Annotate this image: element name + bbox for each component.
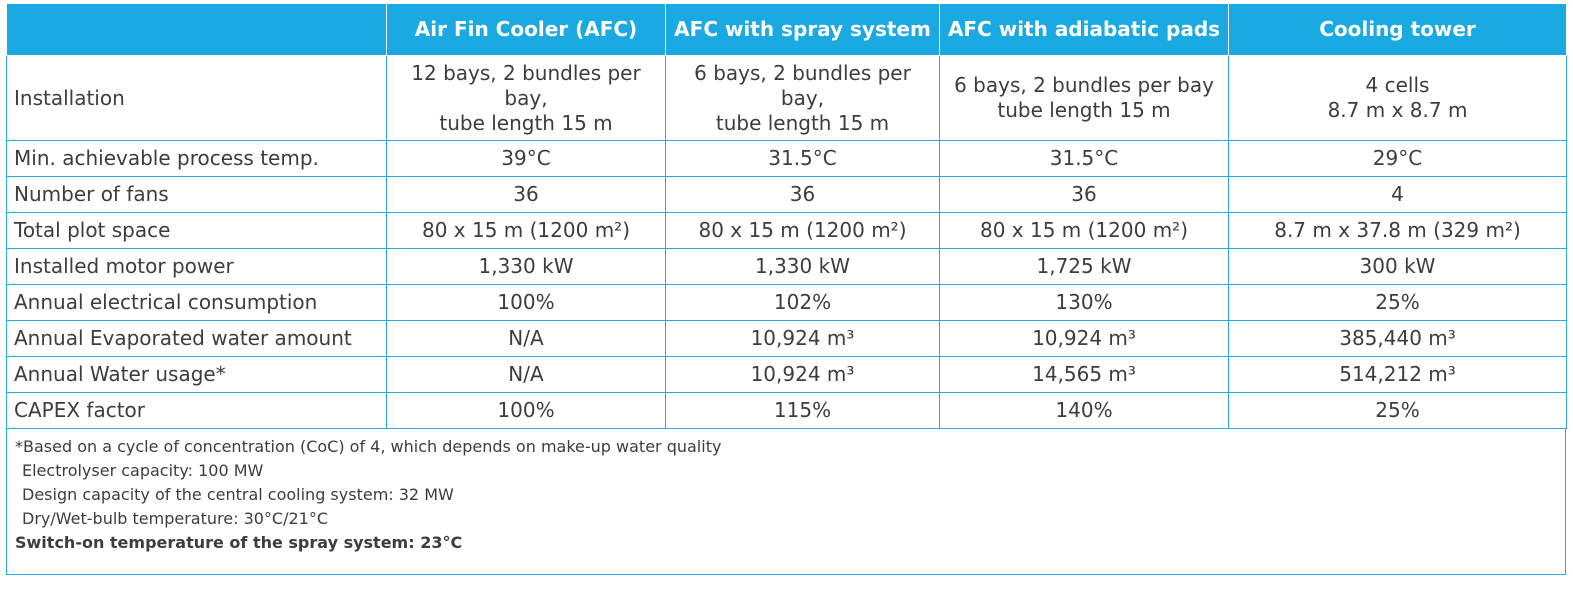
- table-row: Installed motor power 1,330 kW 1,330 kW 1,7…: [6, 248, 1567, 285]
- row-label: Number of fans: [6, 176, 387, 213]
- cell: 80 x 15 m (1200 m²): [665, 212, 940, 249]
- cell: 25%: [1228, 284, 1567, 321]
- table-body: Installation 12 bays, 2 bundles per bay, …: [6, 55, 1567, 429]
- row-label: Annual electrical consumption: [6, 284, 387, 321]
- table-row: Total plot space 80 x 15 m (1200 m²) 80 x …: [6, 212, 1567, 249]
- cell: 10,924 m³: [939, 320, 1229, 357]
- comparison-table: Air Fin Cooler (AFC) AFC with spray syste…: [6, 4, 1567, 429]
- footnote-line: Switch-on temperature of the spray syste…: [15, 533, 463, 552]
- cell: 115%: [665, 392, 940, 429]
- cell: 36: [939, 176, 1229, 213]
- cell: 4 cells 8.7 m x 8.7 m: [1228, 55, 1567, 141]
- cell: 12 bays, 2 bundles per bay, tube length …: [386, 55, 666, 141]
- column-header: Air Fin Cooler (AFC): [386, 4, 666, 56]
- row-label: Annual Evaporated water amount: [6, 320, 387, 357]
- footnote-line: Electrolyser capacity: 100 MW: [22, 461, 264, 480]
- row-label: Annual Water usage*: [6, 356, 387, 393]
- cell: 130%: [939, 284, 1229, 321]
- table-row: Number of fans 36 36 36 4: [6, 176, 1567, 213]
- cell: 102%: [665, 284, 940, 321]
- cell: 36: [386, 176, 666, 213]
- cell: 6 bays, 2 bundles per bay tube length 15…: [939, 55, 1229, 141]
- cell: 29°C: [1228, 140, 1567, 177]
- cell: 100%: [386, 284, 666, 321]
- cell: 25%: [1228, 392, 1567, 429]
- footnote-line: *Based on a cycle of concentration (CoC)…: [15, 437, 722, 456]
- cell: 100%: [386, 392, 666, 429]
- column-header: AFC with adiabatic pads: [939, 4, 1229, 56]
- row-label: CAPEX factor: [6, 392, 387, 429]
- column-header: Cooling tower: [1228, 4, 1567, 56]
- table-row: Min. achievable process temp. 39°C 31.5°C 3…: [6, 140, 1567, 177]
- cell: 80 x 15 m (1200 m²): [939, 212, 1229, 249]
- table-row: CAPEX factor 100% 115% 140% 25%: [6, 392, 1567, 429]
- cell: 36: [665, 176, 940, 213]
- table-wrap: Air Fin Cooler (AFC) AFC with spray syste…: [6, 4, 1567, 575]
- cell: N/A: [386, 356, 666, 393]
- table-row: Annual Water usage* N/A 10,924 m³ 14,565 m³…: [6, 356, 1567, 393]
- cell: 31.5°C: [939, 140, 1229, 177]
- cell: 6 bays, 2 bundles per bay, tube length 1…: [665, 55, 940, 141]
- cell: 300 kW: [1228, 248, 1567, 285]
- cell: 10,924 m³: [665, 356, 940, 393]
- footnote-line: Design capacity of the central cooling s…: [22, 485, 454, 504]
- cell: N/A: [386, 320, 666, 357]
- table-row: Annual electrical consumption 100% 102% 130…: [6, 284, 1567, 321]
- footnotes: *Based on a cycle of concentration (CoC)…: [6, 429, 1566, 575]
- row-label: Installed motor power: [6, 248, 387, 285]
- cell: 1,330 kW: [386, 248, 666, 285]
- column-header: AFC with spray system: [665, 4, 940, 56]
- row-label: Installation: [6, 55, 387, 141]
- cell: 4: [1228, 176, 1567, 213]
- cell: 8.7 m x 37.8 m (329 m²): [1228, 212, 1567, 249]
- header-blank: [6, 4, 387, 56]
- header-row: Air Fin Cooler (AFC) AFC with spray syste…: [6, 4, 1567, 56]
- table-row: Installation 12 bays, 2 bundles per bay, …: [6, 55, 1567, 141]
- cell: 140%: [939, 392, 1229, 429]
- cell: 385,440 m³: [1228, 320, 1567, 357]
- cell: 514,212 m³: [1228, 356, 1567, 393]
- row-label: Total plot space: [6, 212, 387, 249]
- cell: 1,330 kW: [665, 248, 940, 285]
- cell: 1,725 kW: [939, 248, 1229, 285]
- cell: 39°C: [386, 140, 666, 177]
- row-label: Min. achievable process temp.: [6, 140, 387, 177]
- cell: 80 x 15 m (1200 m²): [386, 212, 666, 249]
- footnote-line: Dry/Wet-bulb temperature: 30°C/21°C: [22, 509, 329, 528]
- table-row: Annual Evaporated water amount N/A 10,924 …: [6, 320, 1567, 357]
- cell: 10,924 m³: [665, 320, 940, 357]
- cell: 14,565 m³: [939, 356, 1229, 393]
- cell: 31.5°C: [665, 140, 940, 177]
